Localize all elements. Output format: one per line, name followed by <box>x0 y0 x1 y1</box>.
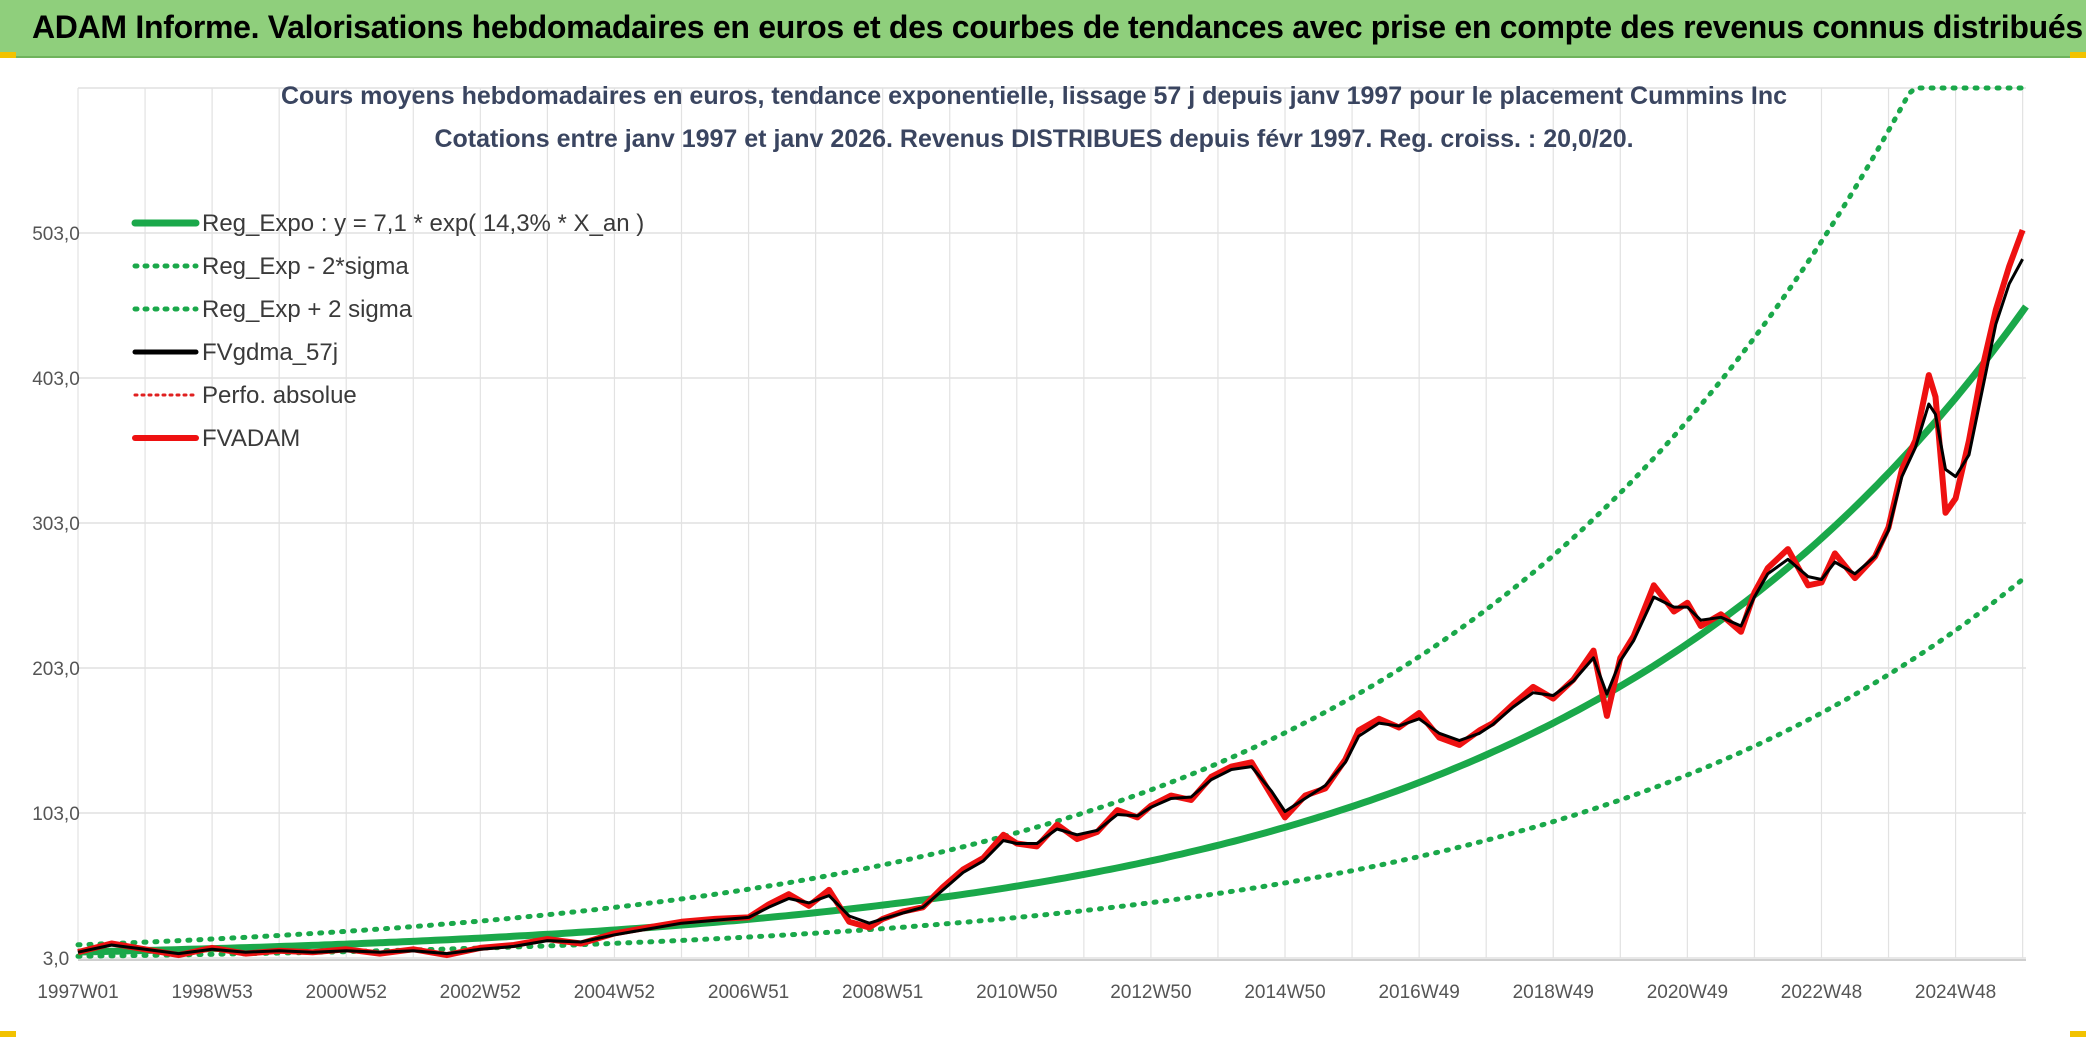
x-tick-label: 2012W50 <box>1110 982 1191 1003</box>
chart-legend: Reg_Expo : y = 7,1 * exp( 14,3% * X_an )… <box>131 210 644 452</box>
y-tick-label: 503,0 <box>32 224 80 245</box>
x-tick-label: 1997W01 <box>37 982 118 1003</box>
x-tick-label: 2020W49 <box>1647 982 1728 1003</box>
chart-grid <box>77 87 2026 959</box>
y-tick-label: 403,0 <box>32 369 80 390</box>
regression-expo-line <box>77 304 2029 956</box>
page-title: ADAM Informe. Valorisations hebdomadaire… <box>32 9 2083 45</box>
y-tick-label: 103,0 <box>32 804 80 825</box>
chart-container: 3,0 103,0 203,0 303,0 403,0 503,0 1997W01 1998W… <box>0 58 2086 1037</box>
x-tick-label: 2010W50 <box>976 982 1057 1003</box>
legend-label: Reg_Expo : y = 7,1 * exp( 14,3% * X_an ) <box>202 210 644 237</box>
header-banner: ADAM Informe. Valorisations hebdomadaire… <box>0 0 2086 58</box>
x-tick-label: 2022W48 <box>1781 982 1862 1003</box>
chart-axes: 3,0 103,0 203,0 303,0 403,0 503,0 1997W01 1998W… <box>32 224 2026 1003</box>
x-tick-label: 2002W52 <box>440 982 521 1003</box>
regression-minus-2sigma-line <box>75 574 2029 959</box>
fvgdma-57j-line <box>77 258 2024 956</box>
fvadam-line <box>77 229 2026 959</box>
legend-label: Reg_Exp + 2 sigma <box>202 296 413 323</box>
corner-marker <box>0 52 16 58</box>
x-tick-label: 2014W50 <box>1244 982 1325 1003</box>
corner-marker <box>2070 52 2086 58</box>
x-tick-label: 2006W51 <box>708 982 789 1003</box>
y-tick-label: 303,0 <box>32 514 80 535</box>
x-tick-label: 2018W49 <box>1513 982 1594 1003</box>
chart-title-line2: Cotations entre janv 1997 et janv 2026. … <box>434 125 1633 153</box>
x-tick-label: 2008W51 <box>842 982 923 1003</box>
legend-label: Reg_Exp - 2*sigma <box>202 253 409 280</box>
x-tick-label: 2016W49 <box>1378 982 1459 1003</box>
legend-label: FVADAM <box>202 425 300 452</box>
chart-series <box>75 85 2029 959</box>
corner-marker <box>0 1031 16 1037</box>
legend-label: FVgdma_57j <box>202 339 338 366</box>
x-tick-label: 2000W52 <box>306 982 387 1003</box>
chart-title-line1: Cours moyens hebdomadaires en euros, ten… <box>281 82 1787 110</box>
y-tick-label: 203,0 <box>32 659 80 680</box>
x-tick-label: 2004W52 <box>574 982 655 1003</box>
y-tick-label: 3,0 <box>43 949 69 970</box>
corner-marker <box>2070 1031 2086 1037</box>
x-tick-label: 2024W48 <box>1915 982 1996 1003</box>
x-tick-label: 1998W53 <box>171 982 252 1003</box>
line-chart: 3,0 103,0 203,0 303,0 403,0 503,0 1997W01 1998W… <box>32 82 2029 1003</box>
legend-label: Perfo. absolue <box>202 382 357 409</box>
